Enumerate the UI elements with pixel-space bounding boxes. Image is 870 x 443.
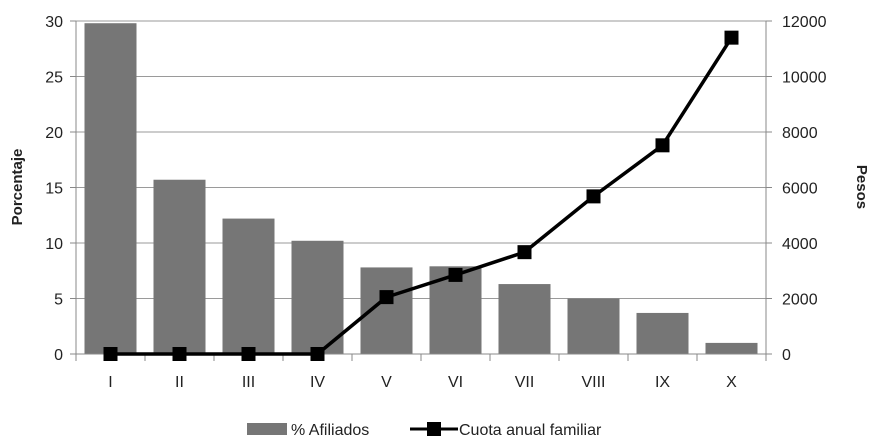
x-tick-label: X: [726, 374, 737, 391]
legend-swatch-bars: [247, 423, 287, 435]
line-marker: [655, 138, 670, 153]
bar-series: [84, 23, 758, 354]
y-tick-label: 10: [45, 236, 63, 253]
y-tick-label: 15: [45, 181, 63, 198]
bar: [567, 298, 620, 354]
legend-label-line: Cuota anual familiar: [459, 422, 602, 438]
legend: % Afiliados Cuota anual familiar: [247, 422, 602, 439]
line-marker: [586, 189, 601, 204]
y-tick-label: 30: [45, 14, 63, 31]
line-marker: [241, 347, 256, 361]
x-tick-label: VI: [448, 374, 463, 391]
y-tick-label: 0: [54, 347, 63, 364]
bar: [636, 312, 689, 354]
bar: [498, 284, 551, 354]
y2-tick-label: 2000: [782, 292, 818, 309]
tick-labels: 0 5 10 15 20 25 30 0 2000 4000 6000 8000 10000 12000 I…: [45, 14, 826, 391]
y2-tick-label: 4000: [782, 236, 818, 253]
bar: [705, 342, 758, 354]
line-marker: [724, 30, 739, 45]
y-tick-label: 25: [45, 70, 63, 87]
bar: [84, 23, 137, 354]
y-axis-title: Porcentaje: [9, 149, 26, 226]
line-marker: [517, 245, 532, 260]
y2-tick-label: 12000: [782, 14, 827, 31]
line-marker: [172, 347, 187, 361]
bar: [153, 179, 206, 354]
line-marker: [379, 290, 394, 305]
line-series: [103, 30, 739, 361]
bar: [291, 240, 344, 354]
x-tick-label: V: [381, 374, 392, 391]
y2-axis-title: Pesos: [853, 165, 870, 209]
y2-tick-label: 8000: [782, 125, 818, 142]
line-marker: [310, 347, 325, 361]
x-tick-label: VIII: [581, 374, 605, 391]
y-tick-label: 20: [45, 125, 63, 142]
x-tick-label: III: [242, 374, 255, 391]
x-tick-label: IV: [310, 374, 325, 391]
y-tick-label: 5: [54, 292, 63, 309]
x-tick-label: IX: [655, 374, 670, 391]
legend-label-bars: % Afiliados: [291, 422, 369, 438]
line-marker: [103, 347, 118, 361]
line-marker: [448, 267, 463, 282]
x-tick-label: II: [175, 374, 184, 391]
x-tick-label: VII: [515, 374, 535, 391]
bar: [222, 218, 275, 354]
legend-marker-square: [427, 422, 441, 436]
cuota-line: [110, 36, 733, 356]
y2-tick-label: 0: [782, 347, 791, 364]
y2-tick-label: 6000: [782, 181, 818, 198]
y2-tick-label: 10000: [782, 70, 827, 87]
x-tick-label: I: [108, 374, 112, 391]
